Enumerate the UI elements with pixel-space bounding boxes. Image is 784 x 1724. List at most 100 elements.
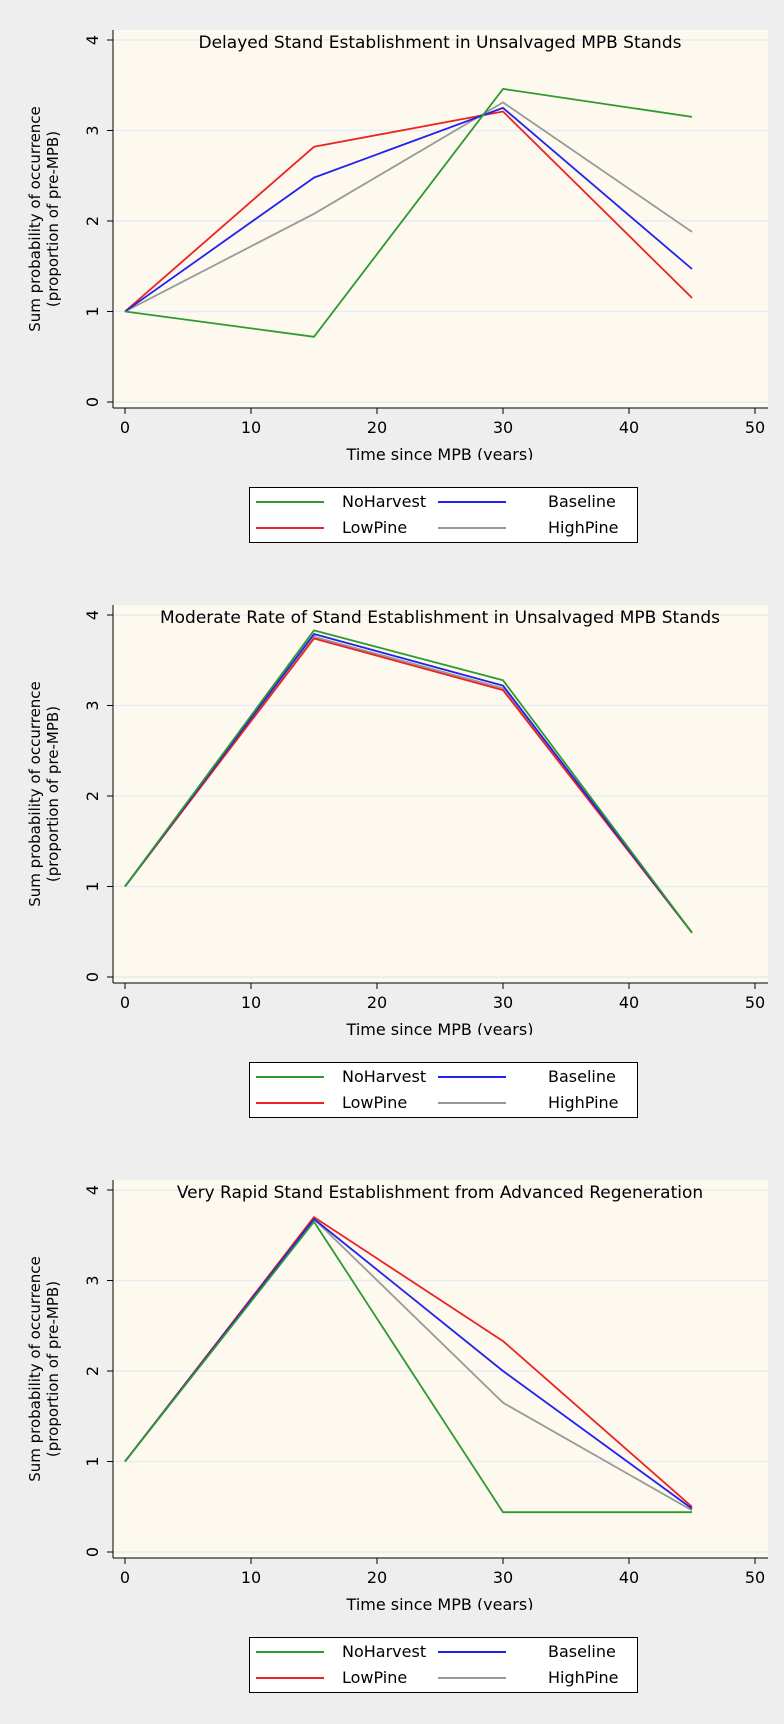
x-tick-label: 40 — [619, 1568, 639, 1587]
series-line-noharvest — [124, 88, 693, 338]
plot-area — [113, 30, 768, 408]
x-tick-label: 40 — [619, 993, 639, 1012]
y-axis-title-line-1: Sum probability of occurrence — [26, 681, 44, 907]
legend: NoHarvest Baseline LowPine HighPine — [249, 1062, 638, 1118]
x-tick-label: 50 — [745, 1568, 765, 1587]
x-tick-label: 0 — [120, 418, 130, 437]
legend-label: HighPine — [548, 1668, 619, 1687]
legend-swatch — [256, 1677, 324, 1679]
x-tick-label: 30 — [493, 993, 513, 1012]
x-tick-label: 10 — [241, 1568, 261, 1587]
legend-item-lowpine: LowPine — [256, 518, 436, 538]
y-tick-label: 3 — [83, 700, 102, 710]
y-tick-label: 1 — [83, 306, 102, 316]
legend-swatch — [438, 501, 506, 503]
x-tick-label: 20 — [367, 993, 387, 1012]
y-tick-label: 4 — [83, 1185, 102, 1195]
legend-item-noharvest: NoHarvest — [256, 1067, 436, 1087]
legend-item-lowpine: LowPine — [256, 1093, 436, 1113]
series-line-highpine — [124, 101, 693, 313]
x-tick-label: 10 — [241, 993, 261, 1012]
chart-panel-3: 0 1 2 3 4 0 10 20 30 40 50 Time since MPB (years) Su… — [0, 1150, 784, 1710]
y-tick-label: 4 — [83, 35, 102, 45]
y-axis-title-line-2: (proportion of pre-MPB) — [44, 706, 62, 882]
x-tick-label: 30 — [493, 1568, 513, 1587]
y-axis-title-line-1: Sum probability of occurrence — [26, 106, 44, 332]
legend-label: NoHarvest — [342, 492, 427, 511]
y-tick-label: 2 — [83, 216, 102, 226]
legend-label: NoHarvest — [342, 1642, 427, 1661]
legend-label: LowPine — [342, 518, 408, 537]
plot-area — [113, 605, 768, 983]
legend-item-lowpine: LowPine — [256, 1668, 436, 1688]
plot-area — [113, 1180, 768, 1558]
legend-label: HighPine — [548, 1093, 619, 1112]
series-line-baseline — [124, 633, 693, 934]
y-tick-label: 2 — [83, 1366, 102, 1376]
chart-title: Delayed Stand Establishment in Unsalvage… — [199, 33, 682, 53]
x-tick-label: 50 — [745, 418, 765, 437]
x-tick-label: 50 — [745, 993, 765, 1012]
series-line-lowpine — [124, 110, 693, 313]
x-tick-label: 40 — [619, 418, 639, 437]
legend: NoHarvest Baseline LowPine HighPine — [249, 487, 638, 543]
legend-item-baseline: Baseline — [438, 492, 618, 512]
x-axis-title: Time since MPB (years) — [346, 1020, 534, 1035]
legend: NoHarvest Baseline LowPine HighPine — [249, 1637, 638, 1693]
legend-item-baseline: Baseline — [438, 1067, 618, 1087]
x-tick-label: 30 — [493, 418, 513, 437]
legend-item-noharvest: NoHarvest — [256, 1642, 436, 1662]
legend-item-baseline: Baseline — [438, 1642, 618, 1662]
legend-swatch — [256, 501, 324, 503]
chart-title: Very Rapid Stand Establishment from Adva… — [177, 1183, 703, 1203]
y-tick-label: 1 — [83, 1456, 102, 1466]
legend-swatch — [256, 1651, 324, 1653]
legend-label: HighPine — [548, 518, 619, 537]
legend-item-highpine: HighPine — [438, 1668, 619, 1688]
legend-item-highpine: HighPine — [438, 1093, 619, 1113]
legend-swatch — [438, 527, 506, 529]
series-line-lowpine — [124, 637, 693, 934]
y-tick-label: 2 — [83, 791, 102, 801]
legend-swatch — [256, 1076, 324, 1078]
y-tick-label: 0 — [83, 972, 102, 982]
series-line-noharvest — [124, 629, 693, 934]
legend-label: Baseline — [548, 1067, 616, 1086]
series-line-baseline — [124, 107, 693, 313]
x-tick-label: 0 — [120, 1568, 130, 1587]
x-tick-label: 20 — [367, 1568, 387, 1587]
legend-swatch — [438, 1102, 506, 1104]
y-tick-label: 0 — [83, 1547, 102, 1557]
legend-label: Baseline — [548, 1642, 616, 1661]
y-tick-label: 3 — [83, 125, 102, 135]
chart-panel-2: 0 1 2 3 4 0 10 20 30 40 50 Time since MPB (years) Su… — [0, 575, 784, 1135]
y-axis-title-line-2: (proportion of pre-MPB) — [44, 131, 62, 307]
legend-item-noharvest: NoHarvest — [256, 492, 436, 512]
series-line-noharvest — [124, 1220, 692, 1514]
legend-label: LowPine — [342, 1093, 408, 1112]
legend-label: NoHarvest — [342, 1067, 427, 1086]
legend-swatch — [438, 1651, 506, 1653]
legend-swatch — [438, 1677, 506, 1679]
legend-swatch — [438, 1076, 506, 1078]
legend-label: Baseline — [548, 492, 616, 511]
chart-panel-1: 0 1 2 3 4 0 10 20 30 40 50 Time since MPB (years) Su… — [0, 0, 784, 560]
y-tick-label: 1 — [83, 881, 102, 891]
legend-swatch — [256, 1102, 324, 1104]
x-axis-title: Time since MPB (years) — [346, 445, 534, 460]
y-axis-title-line-2: (proportion of pre-MPB) — [44, 1281, 62, 1457]
y-tick-label: 4 — [83, 610, 102, 620]
y-tick-label: 3 — [83, 1275, 102, 1285]
x-tick-label: 20 — [367, 418, 387, 437]
x-tick-label: 10 — [241, 418, 261, 437]
chart-title: Moderate Rate of Stand Establishment in … — [160, 608, 720, 628]
legend-label: LowPine — [342, 1668, 408, 1687]
legend-swatch — [256, 527, 324, 529]
legend-item-highpine: HighPine — [438, 518, 619, 538]
x-tick-label: 0 — [120, 993, 130, 1012]
y-axis-title-line-1: Sum probability of occurrence — [26, 1256, 44, 1482]
